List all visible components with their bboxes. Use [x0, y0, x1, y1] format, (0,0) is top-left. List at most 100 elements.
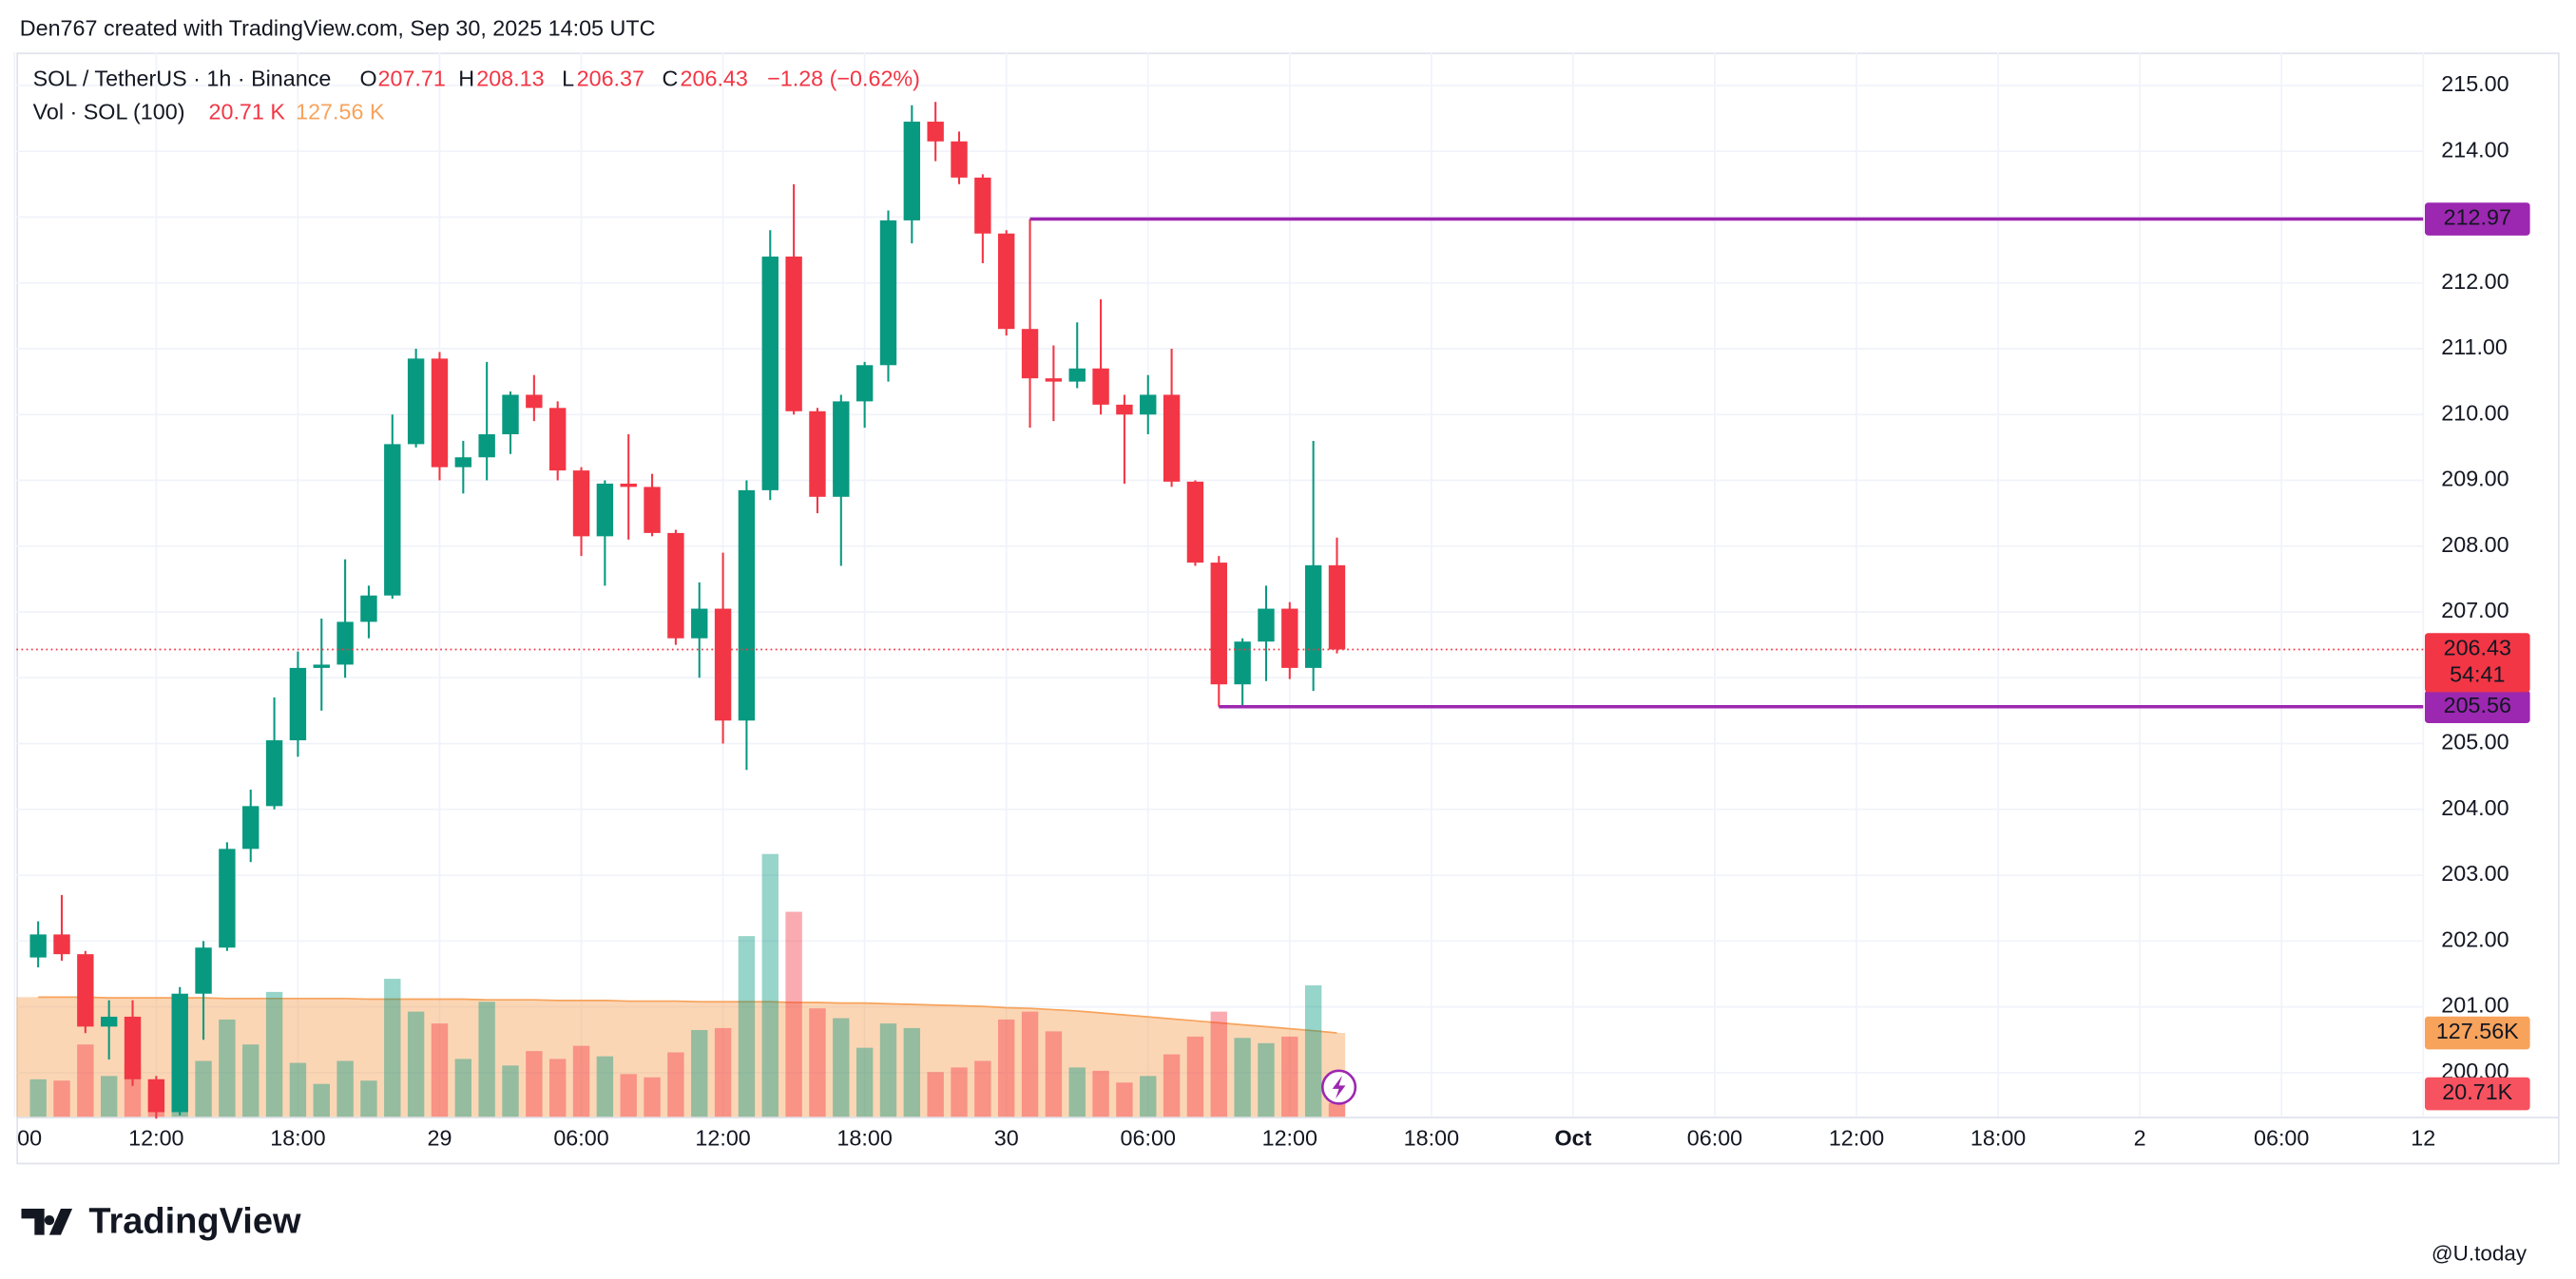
volume-bar [336, 1060, 354, 1117]
candle-body [879, 220, 897, 366]
logo-text: TradingView [88, 1202, 301, 1242]
y-tick-label: 203.00 [2441, 861, 2509, 886]
candle-body [1258, 608, 1275, 642]
legend-o: O [360, 67, 377, 91]
candle-body [596, 483, 614, 537]
volume-bar [998, 1019, 1015, 1117]
vol-ma-label-bg [2424, 1016, 2530, 1050]
last-price-label: 54:41 [2450, 661, 2505, 686]
volume-bar [691, 1029, 708, 1117]
candle-body [714, 608, 732, 721]
candle-body [927, 122, 944, 142]
candle-body [1163, 394, 1181, 482]
volume-bar [1281, 1036, 1298, 1117]
candle-body [974, 177, 991, 234]
hline-label: 205.56 [2444, 693, 2511, 717]
x-tick-label: 00 [17, 1126, 42, 1151]
volume-bar [833, 1018, 850, 1117]
y-tick-label: 202.00 [2441, 926, 2509, 951]
volume-bar [454, 1059, 472, 1117]
y-tick-label: 205.00 [2441, 730, 2509, 754]
volume-bar [289, 1062, 307, 1117]
candle-body [100, 1016, 118, 1027]
vol-last-label: 20.71K [2442, 1079, 2512, 1104]
candle-body [809, 410, 826, 497]
chart-frame [16, 52, 2560, 1165]
candle-body [195, 947, 212, 994]
candle-body [1092, 368, 1109, 405]
legend-low: 206.37 [577, 67, 644, 91]
alert-bolt [1332, 1076, 1346, 1099]
x-tick-label: 12:00 [1829, 1126, 1884, 1151]
candle-body [242, 806, 260, 849]
volume-bar [1210, 1011, 1227, 1117]
x-tick-label: Oct [1554, 1126, 1591, 1151]
volume-bar [855, 1047, 874, 1117]
watermark: @U.today [2432, 1241, 2528, 1265]
volume-bar [951, 1067, 968, 1117]
candle-body [478, 434, 495, 458]
volume-bar [644, 1077, 661, 1117]
volume-bar [667, 1052, 684, 1117]
y-tick-label: 201.00 [2441, 993, 2509, 1018]
volume-bar [1116, 1082, 1133, 1117]
last-price-label: 206.43 [2444, 636, 2511, 660]
x-tick-label: 12:00 [695, 1126, 750, 1151]
volume-bar [77, 1044, 94, 1117]
x-tick-label: 18:00 [270, 1126, 325, 1151]
vol-ma-value: 127.56 K [296, 99, 385, 124]
volume-bar [195, 1060, 212, 1117]
candle-body [644, 487, 661, 533]
candle-body [667, 532, 684, 639]
volume-bar [502, 1065, 519, 1117]
candle-body [454, 457, 472, 468]
legend-change: −1.28 (−0.62%) [767, 67, 920, 91]
legend-close: 206.43 [681, 67, 748, 91]
hline-label-bg [2424, 202, 2530, 236]
volume-bar [265, 991, 283, 1117]
volume-bar [1021, 1011, 1039, 1117]
candle-body [29, 934, 47, 958]
legend-high: 208.13 [476, 67, 544, 91]
vol-legend: Vol · SOL (100) 20.71 K 127.56 K [33, 99, 385, 124]
volume-bar [478, 1002, 495, 1117]
y-tick-label: 215.00 [2441, 71, 2509, 96]
vol-name: Vol · SOL (100) [33, 99, 185, 124]
volume-ma-line [38, 996, 1337, 1034]
legend-open: 207.71 [378, 67, 446, 91]
x-tick-label: 18:00 [1970, 1126, 2026, 1151]
candle-body [502, 394, 519, 435]
candle-body [336, 621, 354, 665]
x-tick-label: 29 [427, 1126, 452, 1151]
volume-bar [879, 1023, 897, 1117]
legend-c: C [663, 67, 679, 91]
candle-body [761, 257, 779, 490]
candle-body [53, 934, 70, 955]
volume-bar [927, 1072, 944, 1117]
x-tick-label: 12:00 [128, 1126, 183, 1151]
logo: TradingView [21, 1202, 301, 1242]
volume-bar [407, 1011, 425, 1117]
x-tick-label: 06:00 [2254, 1126, 2309, 1151]
vol-value: 20.71 K [209, 99, 286, 124]
candle-body [903, 122, 921, 220]
volume-bar [29, 1079, 47, 1117]
y-tick-label: 204.00 [2441, 795, 2509, 820]
x-tick-label: 2 [2134, 1126, 2146, 1151]
volume-bar [526, 1051, 543, 1117]
x-tick-label: 12:00 [1262, 1126, 1317, 1151]
y-tick-label: 208.00 [2441, 532, 2509, 557]
candle-body [384, 444, 401, 596]
x-tick-label: 06:00 [1687, 1126, 1742, 1151]
candle-body [265, 740, 283, 807]
volume-bar [219, 1019, 236, 1117]
volume-bar [761, 853, 779, 1117]
x-tick-label: 30 [994, 1126, 1019, 1151]
y-tick-label: 211.00 [2441, 334, 2508, 359]
credit: Den767 created with TradingView.com, Sep… [20, 15, 656, 40]
legend-symbol: SOL / TetherUS · 1h · Binance [33, 67, 332, 91]
volume-bar [1186, 1036, 1204, 1117]
y-tick-label: 214.00 [2441, 137, 2509, 162]
volume-bar [431, 1023, 449, 1117]
volume-bar [903, 1027, 921, 1117]
